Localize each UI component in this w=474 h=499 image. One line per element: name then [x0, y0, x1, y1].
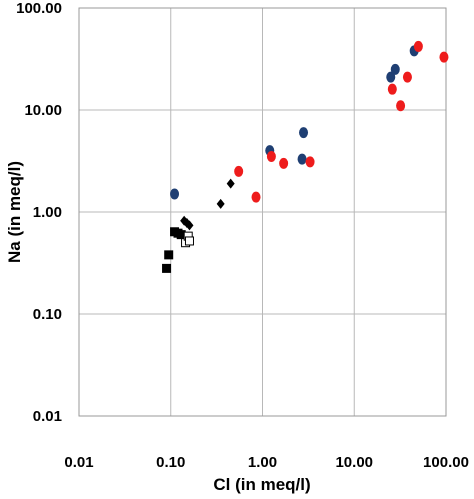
- data-point-circle: [251, 191, 261, 203]
- data-point-square: [164, 250, 174, 260]
- data-point-circle: [387, 83, 397, 95]
- data-point-circle: [386, 71, 396, 83]
- x-tick-label: 0.10: [156, 454, 185, 471]
- y-tick-label: 0.01: [33, 408, 62, 425]
- y-tick-label: 1.00: [33, 204, 62, 221]
- data-point-circle: [305, 156, 315, 168]
- data-point-circle: [390, 63, 400, 75]
- data-point-circle: [299, 127, 309, 139]
- data-point-circle: [266, 151, 276, 163]
- data-point-circle: [170, 188, 180, 200]
- y-axis-ticks: 0.01 0.10 1.00 10.00 100.00: [16, 0, 62, 425]
- data-points: [162, 40, 449, 273]
- x-tick-label: 0.01: [64, 454, 93, 471]
- x-axis-title: Cl (in meq/l): [213, 475, 310, 494]
- data-point-circle: [297, 153, 307, 165]
- data-point-open-square: [184, 236, 194, 246]
- data-point-circle: [234, 165, 244, 177]
- data-point-circle: [402, 71, 412, 83]
- y-tick-label: 10.00: [24, 102, 62, 119]
- data-point-diamond: [216, 198, 225, 209]
- data-point-diamond: [226, 178, 235, 189]
- data-point-diamond: [185, 220, 194, 231]
- plot-area: [78, 7, 447, 417]
- data-point-square: [162, 263, 172, 273]
- y-axis-title: Na (in meq/l): [5, 161, 24, 263]
- x-axis-ticks: 0.01 0.10 1.00 10.00 100.00: [64, 454, 469, 471]
- y-tick-label: 0.10: [33, 306, 62, 323]
- x-tick-label: 100.00: [423, 454, 469, 471]
- y-tick-label: 100.00: [16, 0, 62, 17]
- data-point-circle: [413, 40, 423, 52]
- x-tick-label: 10.00: [335, 454, 373, 471]
- data-point-circle: [439, 51, 449, 63]
- data-point-square: [176, 230, 186, 240]
- x-tick-label: 1.00: [248, 454, 277, 471]
- data-point-circle: [396, 100, 406, 112]
- data-point-circle: [279, 157, 289, 169]
